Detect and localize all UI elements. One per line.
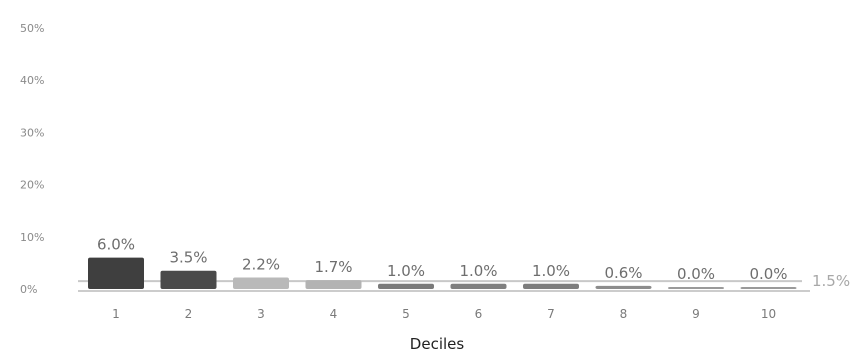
bar [378, 283, 434, 289]
y-tick-label: 30% [20, 126, 44, 139]
bar [595, 285, 652, 289]
bar [305, 280, 362, 289]
data-label: 3.5% [169, 249, 207, 267]
y-axis-ticks: 0% 10% 20% 30% 40% 50% [20, 22, 44, 296]
y-tick-label: 50% [20, 22, 44, 35]
x-tick-label: 2 [185, 307, 193, 321]
x-tick-label: 8 [620, 307, 628, 321]
data-label: 6.0% [97, 236, 135, 254]
bar [523, 283, 579, 289]
x-tick-label: 6 [475, 307, 483, 321]
data-label: 1.0% [532, 262, 570, 280]
data-label: 0.6% [604, 264, 642, 282]
x-tick-label: 7 [547, 307, 555, 321]
bar [233, 277, 289, 289]
bar [668, 287, 724, 289]
y-tick-label: 40% [20, 74, 44, 87]
bar [740, 287, 797, 289]
x-tick-label: 9 [692, 307, 700, 321]
y-tick-label: 10% [20, 231, 44, 244]
data-label: 2.2% [242, 256, 280, 274]
data-label: 0.0% [749, 265, 787, 283]
data-label: 0.0% [677, 265, 715, 283]
data-labels: 6.0% 3.5% 2.2% 1.7% 1.0% 1.0% 1.0% 0.6% 0.0% 0.0% [97, 236, 788, 283]
x-axis-ticks: 1 2 3 4 5 6 7 8 9 10 [112, 307, 776, 321]
x-axis-label: Deciles [410, 335, 465, 353]
bar [450, 283, 507, 289]
reference-line-label: 1.5% [812, 272, 850, 290]
x-tick-label: 4 [330, 307, 338, 321]
y-tick-label: 0% [20, 283, 37, 296]
y-tick-label: 20% [20, 179, 44, 192]
bar [160, 270, 217, 289]
x-tick-label: 1 [112, 307, 120, 321]
x-tick-label: 3 [257, 307, 265, 321]
x-tick-label: 10 [761, 307, 776, 321]
data-label: 1.0% [459, 262, 497, 280]
data-label: 1.0% [387, 262, 425, 280]
bars [88, 257, 797, 289]
bar [88, 257, 144, 289]
data-label: 1.7% [314, 258, 352, 276]
x-tick-label: 5 [402, 307, 410, 321]
